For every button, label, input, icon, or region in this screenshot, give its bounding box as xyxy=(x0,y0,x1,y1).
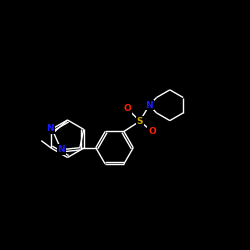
Text: O: O xyxy=(148,127,156,136)
Text: N: N xyxy=(146,101,153,110)
Text: S: S xyxy=(136,117,143,126)
Text: N: N xyxy=(58,145,65,154)
Text: O: O xyxy=(124,104,132,114)
Text: N: N xyxy=(46,124,54,133)
